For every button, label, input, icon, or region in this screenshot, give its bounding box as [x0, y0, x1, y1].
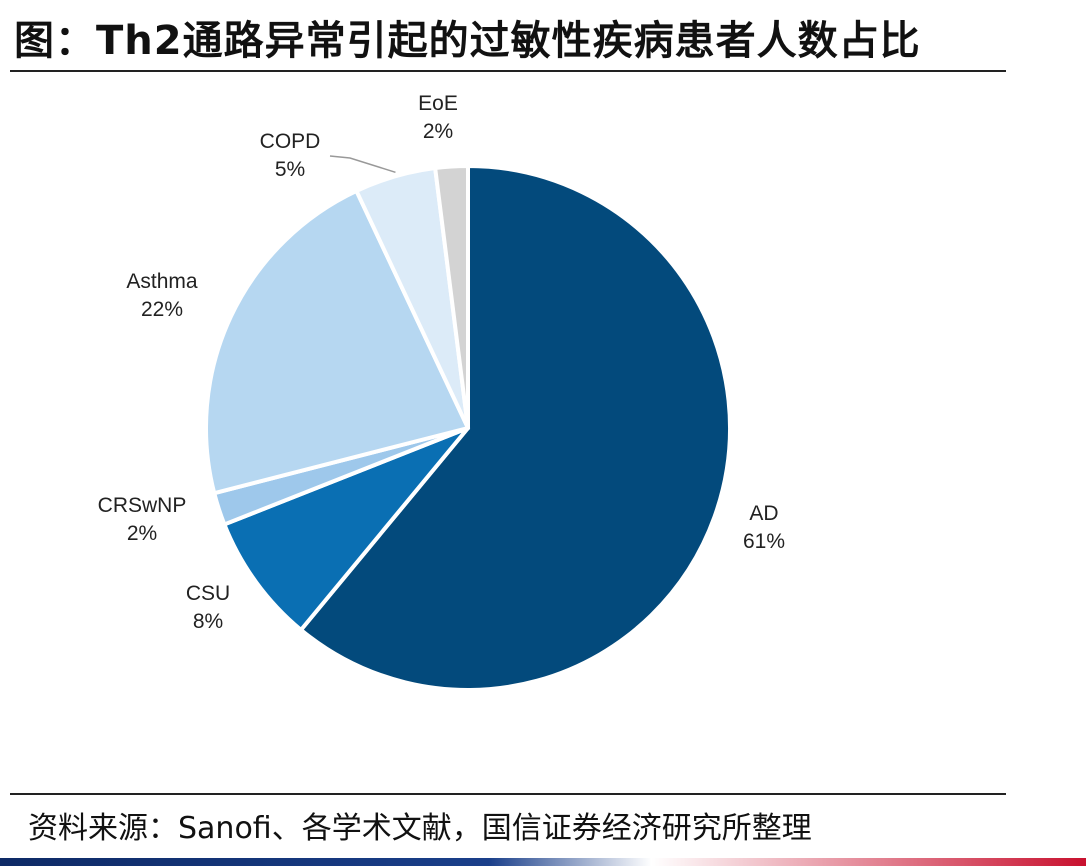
chart-title: 图：Th2通路异常引起的过敏性疾病患者人数占比	[14, 18, 921, 64]
slice-label-copd: COPD	[260, 130, 321, 153]
slice-value-eoe: 2%	[423, 120, 453, 143]
pie-slice-eoe	[433, 164, 470, 430]
pie-slice-ad	[298, 164, 732, 692]
pie-slice-asthma	[204, 188, 470, 496]
slice-value-asthma: 22%	[141, 298, 183, 321]
slice-label-eoe: EoE	[418, 92, 458, 115]
slice-label-asthma: Asthma	[126, 270, 198, 293]
slice-value-csu: 8%	[193, 610, 223, 633]
pie-chart: AD 61% CSU 8% CRSwNP 2% Asthma 22% COPD 5% EoE 2%	[98, 92, 785, 692]
slice-label-csu: CSU	[186, 582, 230, 605]
slice-value-copd: 5%	[275, 158, 305, 181]
slice-value-crswnp: 2%	[127, 522, 157, 545]
copd-leader-line	[329, 155, 396, 174]
slice-value-ad: 61%	[743, 530, 785, 553]
pie-slice-csu	[222, 426, 470, 632]
source-note: 资料来源：Sanofi、各学术文献，国信证券经济研究所整理	[28, 811, 812, 846]
footer-color-bar	[0, 858, 1086, 866]
source-divider	[10, 793, 1006, 795]
slice-label-crswnp: CRSwNP	[98, 494, 187, 517]
title-divider	[10, 70, 1006, 72]
slice-label-ad: AD	[749, 502, 778, 525]
